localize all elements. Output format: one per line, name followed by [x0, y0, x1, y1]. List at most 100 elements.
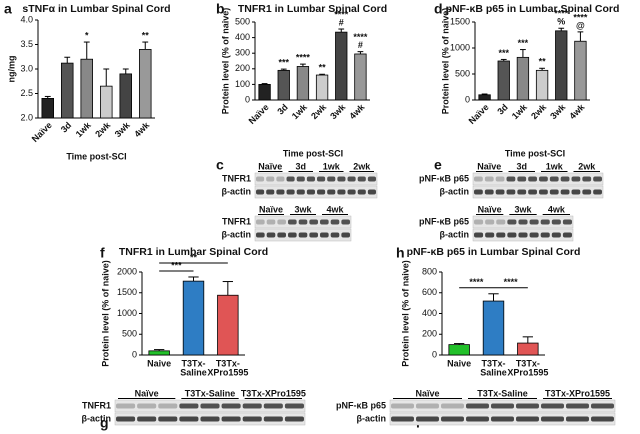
blot-strip — [472, 172, 604, 186]
significance: ** — [319, 63, 327, 73]
y-axis-label: ng/mg — [6, 56, 16, 83]
blot-band — [116, 403, 136, 409]
blot-band — [288, 219, 297, 225]
significance: @ — [576, 20, 585, 30]
panel-letter: e — [434, 157, 442, 173]
blot-title: Time post-SCI — [505, 148, 565, 158]
significance: ** — [539, 57, 547, 67]
y-tick-label: 2000 — [117, 266, 137, 276]
blot-band — [347, 189, 356, 195]
row-label: pNF-κB p65 — [419, 216, 469, 226]
blot-band — [317, 176, 326, 182]
blot-band — [507, 219, 517, 225]
bar — [354, 53, 367, 101]
blot-band — [416, 403, 439, 409]
blot-band — [591, 403, 614, 409]
blot-band — [474, 176, 483, 182]
blot-title: Time post-SCI — [283, 148, 343, 158]
panel-letter: h — [396, 245, 405, 261]
y-tick-label: 800 — [422, 266, 437, 276]
bar — [119, 73, 133, 119]
panel-letter: b — [216, 1, 225, 17]
blot-band — [507, 232, 517, 238]
row-label: β-actin — [82, 413, 112, 423]
blot-band — [593, 189, 602, 195]
comparison-label: *** — [171, 260, 182, 270]
blot-band — [320, 232, 329, 238]
chart-title: TNFR1 in Lumbar Spinal Cord — [238, 3, 387, 15]
panel-letter: d — [434, 1, 443, 17]
blot-band — [221, 403, 241, 409]
row-label: β-actin — [222, 186, 252, 196]
y-tick-label: 1000 — [450, 42, 470, 52]
y-tick-label: 100 — [235, 79, 250, 89]
y-tick-label: 300 — [235, 48, 250, 58]
blot-band — [495, 189, 505, 195]
blot-band — [298, 219, 308, 225]
blot-band — [277, 232, 286, 238]
x-tick-label: 3d — [495, 102, 510, 117]
blot-strip — [254, 185, 378, 199]
x-tick-label: 4wk — [347, 101, 367, 121]
blot-band — [549, 189, 559, 195]
blot-band — [517, 189, 527, 195]
blot-band — [582, 189, 592, 195]
blot-band — [288, 232, 297, 238]
blot-band — [286, 189, 295, 195]
bar — [80, 58, 94, 119]
bar — [497, 60, 510, 101]
lane-label: Naïve — [259, 204, 283, 214]
significance: **** — [334, 9, 349, 19]
blot-band — [263, 403, 283, 409]
blot-band — [539, 176, 548, 182]
panel-letter: c — [216, 157, 224, 173]
bar — [517, 342, 539, 356]
y-tick-label: 500 — [235, 16, 250, 26]
x-tick-label: 3wk — [548, 101, 568, 121]
blot-band — [284, 416, 304, 422]
y-tick-label: 500 — [455, 68, 470, 78]
x-tick-label: T3Tx- — [516, 358, 540, 368]
significance: * — [85, 30, 89, 40]
blot-band — [485, 232, 495, 238]
blot-band — [496, 219, 506, 225]
blot-band — [562, 219, 572, 225]
bar — [277, 69, 290, 101]
y-tick-label: 200 — [235, 63, 250, 73]
blot-band — [496, 232, 506, 238]
x-tick-label: XPro1595 — [507, 367, 548, 377]
bar — [100, 85, 113, 119]
blot-band — [337, 189, 346, 195]
lane-label: T3Tx-XPro1595 — [545, 388, 610, 398]
blot-band — [179, 416, 199, 422]
y-tick-label: 200 — [422, 329, 437, 339]
blot-band — [158, 403, 178, 409]
x-tick-label: 3wk — [328, 101, 348, 121]
y-tick-label: 4.0 — [20, 14, 33, 24]
blot-band — [484, 176, 494, 182]
blot-band — [266, 176, 275, 182]
blot-band — [529, 219, 539, 225]
blot-band — [284, 403, 304, 409]
blot-band — [221, 416, 241, 422]
significance: *** — [498, 48, 509, 58]
x-tick-label: 1wk — [510, 101, 530, 121]
blot-band — [137, 403, 157, 409]
significance: # — [339, 17, 344, 27]
blot-band — [266, 189, 275, 195]
y-tick-label: 600 — [422, 287, 437, 297]
y-axis-label: Protein level (% of naive) — [400, 260, 410, 367]
x-tick-label: Naïve — [467, 102, 491, 126]
y-tick-label: 0 — [132, 349, 137, 359]
blot-band — [256, 219, 265, 225]
blot-band — [571, 189, 581, 195]
x-tick-label: Naïve — [247, 102, 271, 126]
y-tick-label: 2.5 — [20, 88, 33, 98]
lane-label: 1wk — [323, 161, 341, 171]
x-tick-label: 4wk — [567, 101, 587, 121]
x-tick-label: Naïve — [30, 120, 54, 144]
blot-band — [562, 232, 572, 238]
blot-band — [591, 416, 614, 422]
y-tick-label: 1500 — [450, 16, 470, 26]
panel-letter: g — [100, 415, 109, 431]
